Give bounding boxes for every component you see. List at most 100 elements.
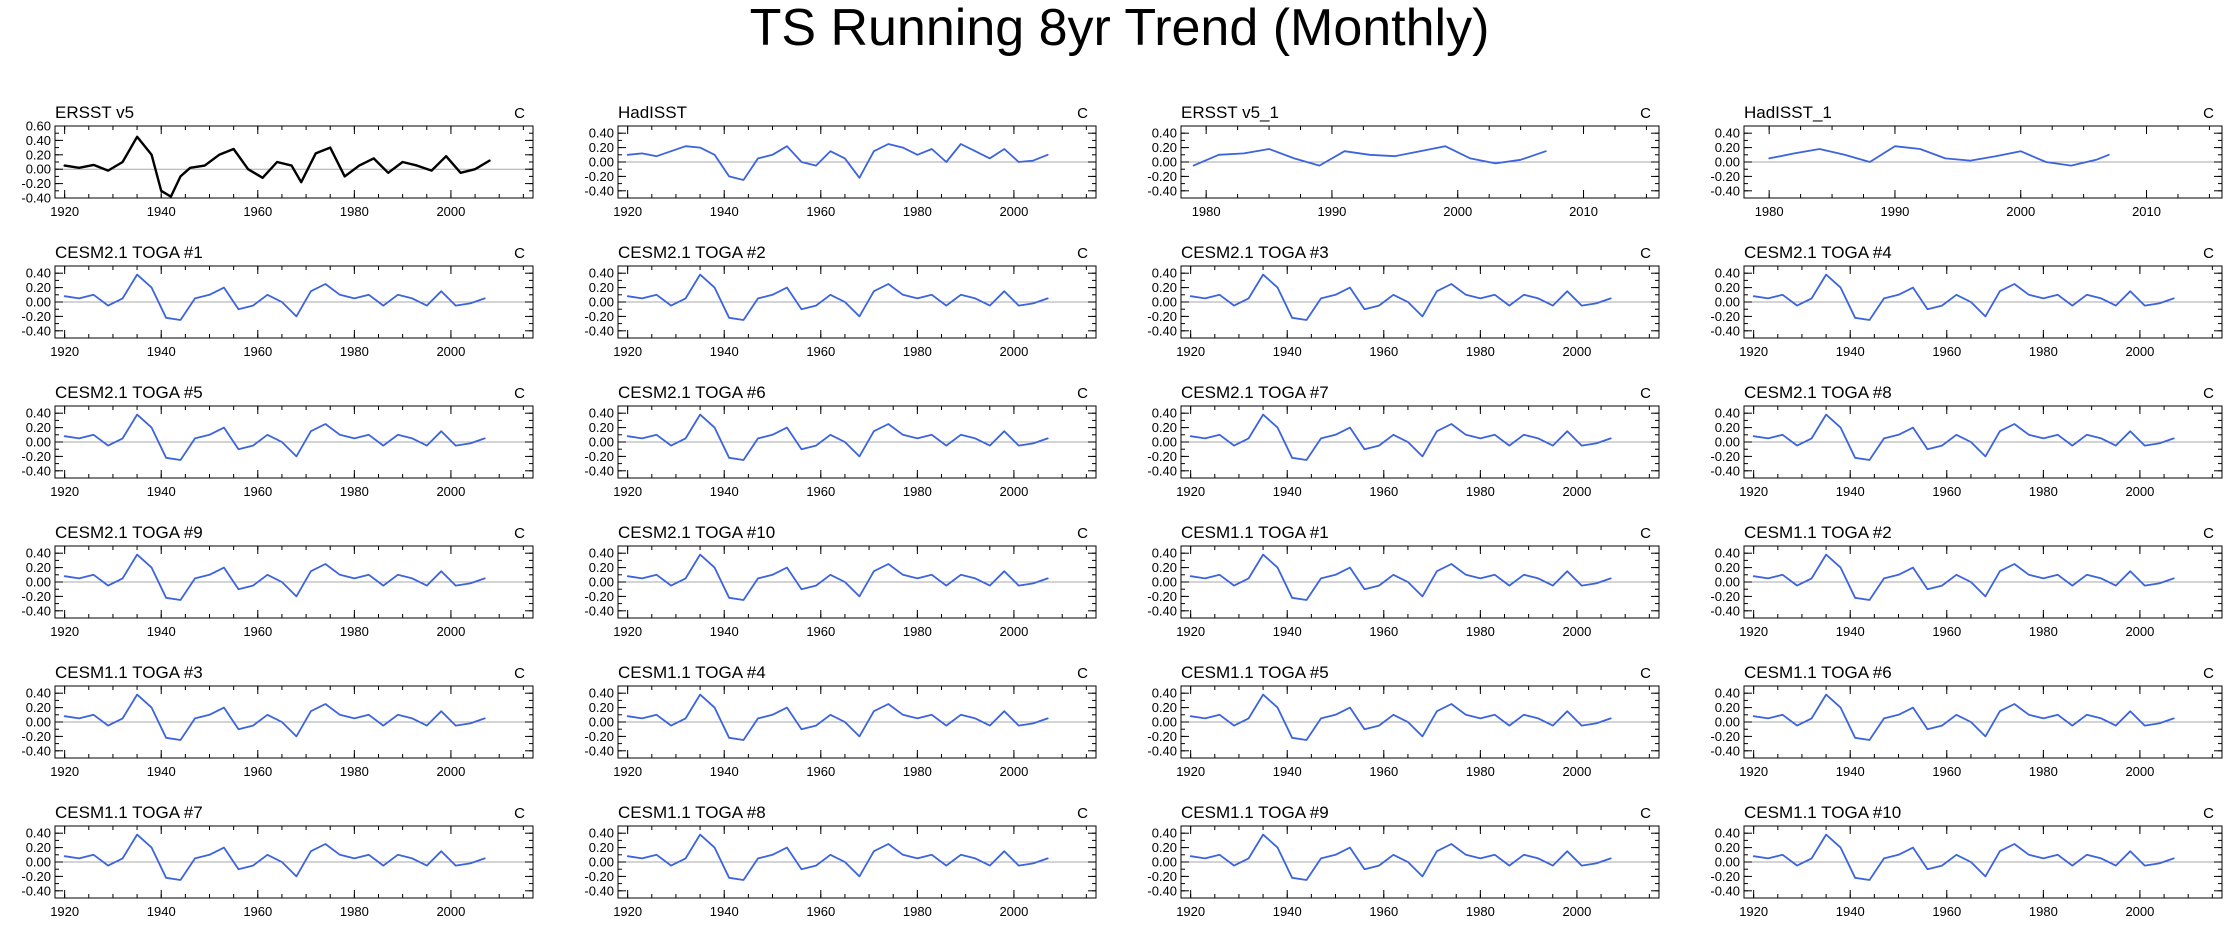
y-tick-label: -0.40 <box>21 323 51 338</box>
y-tick-label: -0.40 <box>584 323 614 338</box>
y-tick-label: 0.20 <box>1152 420 1177 435</box>
x-tick-label: 1960 <box>1369 624 1398 639</box>
y-tick-label: 0.40 <box>26 546 51 561</box>
series-line <box>626 833 1049 881</box>
x-tick-label: 1960 <box>1932 904 1961 919</box>
x-tick-label: 2000 <box>436 764 465 779</box>
panel-unit: C <box>2203 665 2214 682</box>
panel-frame <box>54 685 534 759</box>
y-tick-label: 0.00 <box>1152 435 1177 450</box>
panel-title: CESM1.1 TOGA #6 <box>1744 663 1892 682</box>
x-tick-label: 1920 <box>1176 484 1205 499</box>
x-tick-label: 1960 <box>1932 484 1961 499</box>
y-tick-label: 0.20 <box>589 840 614 855</box>
y-tick-label: 0.20 <box>26 420 51 435</box>
panel-unit: C <box>514 525 525 542</box>
panel: CESM1.1 TOGA #3 C -0.40-0.200.000.200.40 19… <box>21 663 534 779</box>
x-tick-label: 1920 <box>1739 344 1768 359</box>
x-tick-label: 1920 <box>50 484 79 499</box>
series-line <box>626 553 1049 601</box>
panel-unit: C <box>1077 385 1088 402</box>
x-tick-label: 2000 <box>436 624 465 639</box>
panel-title: HadISST <box>618 103 687 122</box>
panel-frame <box>1180 825 1660 899</box>
panel-unit: C <box>1640 665 1651 682</box>
x-tick-label: 1980 <box>340 904 369 919</box>
panel-unit: C <box>2203 245 2214 262</box>
y-tick-label: 0.00 <box>1715 715 1740 730</box>
x-tick-label: 1980 <box>1466 484 1495 499</box>
x-tick-label: 1940 <box>710 344 739 359</box>
y-tick-label: 0.20 <box>1715 560 1740 575</box>
y-tick-label: -0.40 <box>1710 883 1740 898</box>
y-tick-label: -0.20 <box>1147 169 1177 184</box>
panel-frame <box>1180 685 1660 759</box>
panel: CESM1.1 TOGA #2 C -0.40-0.200.000.200.40 19… <box>1710 523 2223 639</box>
y-tick-label: 0.20 <box>589 560 614 575</box>
x-tick-label: 1920 <box>50 904 79 919</box>
x-tick-label: 1960 <box>806 344 835 359</box>
x-tick-label: 2000 <box>999 344 1028 359</box>
y-tick-label: -0.40 <box>21 463 51 478</box>
x-tick-label: 2000 <box>1562 904 1591 919</box>
panel-frame <box>617 125 1097 199</box>
x-tick-label: 1940 <box>1273 764 1302 779</box>
x-tick-label: 2000 <box>1562 624 1591 639</box>
x-tick-label: 1980 <box>1192 204 1221 219</box>
panel-frame <box>1743 685 2223 759</box>
x-tick-label: 1920 <box>1176 904 1205 919</box>
y-tick-label: -0.20 <box>1710 309 1740 324</box>
x-tick-label: 1920 <box>50 624 79 639</box>
y-tick-label: -0.20 <box>1147 869 1177 884</box>
y-tick-label: 0.00 <box>26 855 51 870</box>
series-line <box>1189 553 1612 601</box>
panel-frame <box>1743 825 2223 899</box>
x-tick-label: 1940 <box>1273 904 1302 919</box>
y-tick-label: 0.20 <box>26 700 51 715</box>
x-tick-label: 1980 <box>2029 764 2058 779</box>
x-tick-label: 2000 <box>2125 764 2154 779</box>
panel-title: CESM2.1 TOGA #2 <box>618 243 766 262</box>
panel-unit: C <box>2203 525 2214 542</box>
x-tick-label: 1920 <box>613 764 642 779</box>
x-tick-label: 1920 <box>1739 764 1768 779</box>
panel: HadISST_1 C -0.40-0.200.000.200.40 1980 1990… <box>1710 103 2223 219</box>
y-tick-label: 0.40 <box>1715 826 1740 841</box>
series-line <box>626 143 1049 181</box>
x-tick-label: 2000 <box>2125 484 2154 499</box>
y-tick-label: 0.40 <box>1152 266 1177 281</box>
x-tick-label: 1920 <box>1176 624 1205 639</box>
panel-unit: C <box>2203 105 2214 122</box>
y-tick-label: 0.20 <box>26 840 51 855</box>
y-tick-label: -0.20 <box>1710 589 1740 604</box>
panel: CESM2.1 TOGA #5 C -0.40-0.200.000.200.40 19… <box>21 383 534 499</box>
y-tick-label: -0.20 <box>584 169 614 184</box>
y-tick-label: -0.40 <box>584 743 614 758</box>
panel-unit: C <box>1077 805 1088 822</box>
panel-title: CESM2.1 TOGA #6 <box>618 383 766 402</box>
x-tick-label: 1940 <box>1836 904 1865 919</box>
panel-frame <box>54 405 534 479</box>
panel-title: CESM1.1 TOGA #2 <box>1744 523 1892 542</box>
y-tick-label: -0.20 <box>1147 589 1177 604</box>
y-tick-label: -0.40 <box>21 743 51 758</box>
y-tick-label: 0.40 <box>589 406 614 421</box>
x-tick-label: 1920 <box>613 204 642 219</box>
x-tick-label: 1980 <box>340 204 369 219</box>
x-tick-label: 1940 <box>1836 344 1865 359</box>
x-tick-label: 1920 <box>50 204 79 219</box>
panel: CESM1.1 TOGA #10 C -0.40-0.200.000.200.40 1… <box>1710 803 2223 919</box>
panel-title: CESM1.1 TOGA #9 <box>1181 803 1329 822</box>
panel-unit: C <box>1640 245 1651 262</box>
y-tick-label: 0.00 <box>589 435 614 450</box>
y-tick-label: -0.20 <box>584 589 614 604</box>
panel-unit: C <box>2203 385 2214 402</box>
x-tick-label: 2000 <box>1562 484 1591 499</box>
x-tick-label: 1940 <box>1273 484 1302 499</box>
panel-title: CESM1.1 TOGA #1 <box>1181 523 1329 542</box>
panel: CESM2.1 TOGA #8 C -0.40-0.200.000.200.40 19… <box>1710 383 2223 499</box>
y-tick-label: 0.00 <box>26 575 51 590</box>
y-tick-label: -0.20 <box>21 869 51 884</box>
y-tick-label: 0.20 <box>589 420 614 435</box>
